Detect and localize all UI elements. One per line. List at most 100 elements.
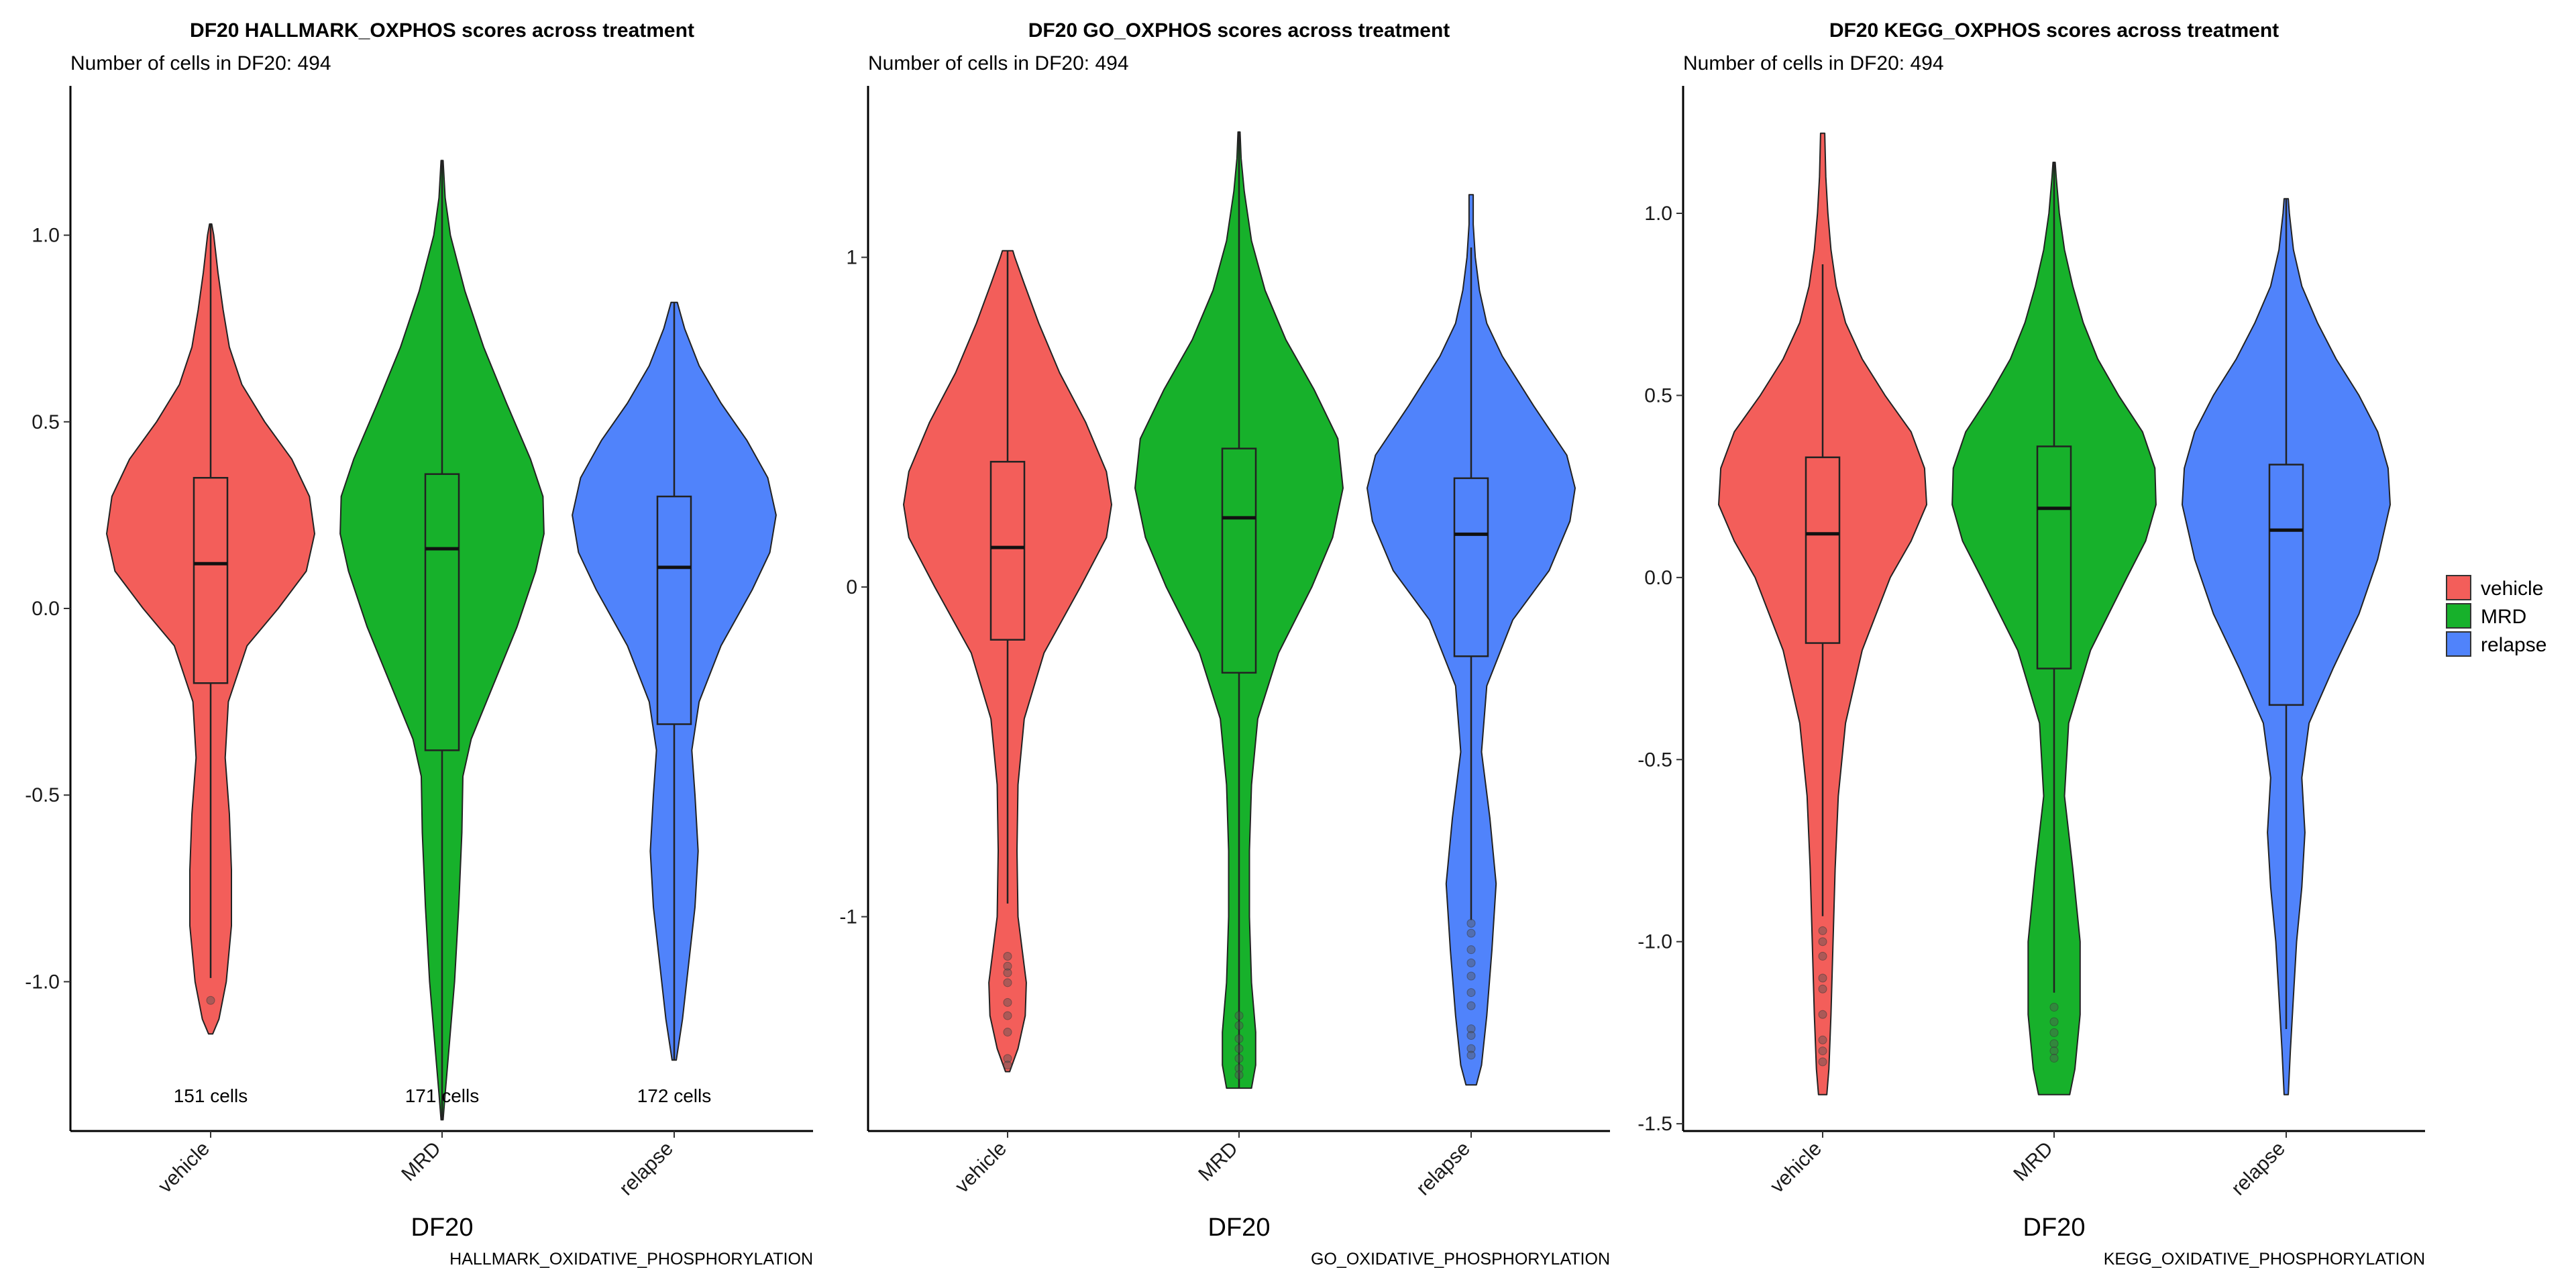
violin-relapse bbox=[572, 301, 777, 1061]
panel-title: DF20 GO_OXPHOS scores across treatment bbox=[1028, 19, 1450, 42]
outlier-point bbox=[1003, 961, 1012, 971]
outlier-point bbox=[2049, 1028, 2059, 1037]
y-tick-label: 0.0 bbox=[1644, 567, 1672, 589]
legend-key-mrd bbox=[2446, 603, 2471, 629]
panel-subtitle: Number of cells in DF20: 494 bbox=[868, 52, 1129, 74]
outlier-point bbox=[1234, 1021, 1244, 1030]
outlier-point bbox=[2049, 1039, 2059, 1049]
panel-title: DF20 HALLMARK_OXPHOS scores across treat… bbox=[190, 19, 694, 42]
boxplot-box bbox=[2268, 464, 2304, 706]
outlier-point bbox=[1234, 1064, 1244, 1073]
boxplot-box bbox=[656, 495, 692, 725]
outlier-point bbox=[1234, 1011, 1244, 1020]
outlier-point bbox=[1234, 1054, 1244, 1063]
cell-count-label: 172 cells bbox=[637, 1085, 712, 1106]
violin-vehicle bbox=[106, 223, 315, 1035]
outlier-point bbox=[2049, 1046, 2059, 1056]
violin-relapse bbox=[2182, 198, 2391, 1095]
outlier-point bbox=[2049, 1053, 2059, 1063]
outlier-point bbox=[1003, 968, 1012, 977]
panel-go: DF20 GO_OXPHOS scores across treatment N… bbox=[839, 19, 1610, 1269]
legend-label-mrd: MRD bbox=[2481, 606, 2526, 628]
legend: vehicle MRD relapse bbox=[2446, 575, 2546, 657]
cell-count-label: 171 cells bbox=[405, 1085, 480, 1106]
outlier-point bbox=[1003, 1028, 1012, 1037]
panel-subtitle: Number of cells in DF20: 494 bbox=[1683, 52, 1944, 74]
outlier-point bbox=[1466, 928, 1476, 938]
outlier-point bbox=[1003, 1054, 1012, 1063]
y-tick-label: 0.0 bbox=[32, 598, 60, 620]
panel-caption: GO_OXIDATIVE_PHOSPHORYLATION bbox=[1311, 1250, 1610, 1269]
outlier-point bbox=[1234, 1034, 1244, 1043]
y-tick-label: -0.5 bbox=[25, 784, 60, 806]
outlier-point bbox=[1234, 1070, 1244, 1079]
outlier-point bbox=[1818, 926, 1827, 935]
outlier-point bbox=[1818, 937, 1827, 947]
x-axis-title: DF20 bbox=[2023, 1214, 2086, 1242]
y-tick-label: -1.5 bbox=[1638, 1113, 1672, 1135]
boxplot-box bbox=[193, 477, 229, 684]
outlier-point bbox=[1003, 998, 1012, 1007]
outlier-point bbox=[1818, 1035, 1827, 1044]
boxplot-box bbox=[989, 461, 1026, 641]
outlier-point bbox=[1466, 1001, 1476, 1010]
y-tick-label: -1.0 bbox=[1638, 931, 1672, 953]
boxplot-box bbox=[2036, 445, 2072, 669]
outlier-point bbox=[1818, 973, 1827, 983]
outlier-point bbox=[1466, 958, 1476, 967]
outlier-point bbox=[1818, 1046, 1827, 1056]
boxplot-box bbox=[1221, 447, 1257, 674]
outlier-point bbox=[1003, 1061, 1012, 1070]
outlier-point bbox=[1818, 951, 1827, 961]
y-tick-label: 1.0 bbox=[1644, 203, 1672, 225]
outlier-point bbox=[1466, 1030, 1476, 1040]
x-axis-title: DF20 bbox=[1208, 1214, 1271, 1242]
outlier-point bbox=[1466, 1024, 1476, 1034]
y-tick-label: -1.0 bbox=[25, 971, 60, 993]
legend-key-vehicle bbox=[2446, 575, 2471, 600]
legend-label-vehicle: vehicle bbox=[2481, 578, 2543, 600]
violin-relapse bbox=[1366, 194, 1576, 1086]
outlier-point bbox=[2049, 1002, 2059, 1012]
outlier-point bbox=[1234, 1044, 1244, 1053]
violin-MRD bbox=[339, 160, 545, 1121]
outlier-point bbox=[1818, 984, 1827, 994]
y-tick-label: 0 bbox=[846, 576, 857, 598]
boxplot-box bbox=[1805, 456, 1841, 644]
outlier-point bbox=[1466, 988, 1476, 998]
outlier-point bbox=[1003, 1011, 1012, 1020]
outlier-point bbox=[2049, 1017, 2059, 1026]
y-tick-label: -1 bbox=[839, 906, 857, 928]
violin-MRD bbox=[1134, 131, 1344, 1089]
y-tick-label: 1 bbox=[846, 247, 857, 269]
violin-MRD bbox=[1951, 162, 2157, 1095]
panel-caption: HALLMARK_OXIDATIVE_PHOSPHORYLATION bbox=[449, 1250, 813, 1269]
panel-caption: KEGG_OXIDATIVE_PHOSPHORYLATION bbox=[2104, 1250, 2425, 1269]
boxplot-box bbox=[424, 473, 460, 751]
panel-hallmark: DF20 HALLMARK_OXPHOS scores across treat… bbox=[25, 19, 813, 1269]
panel-title: DF20 KEGG_OXPHOS scores across treatment bbox=[1829, 19, 2279, 42]
y-tick-label: 0.5 bbox=[1644, 384, 1672, 407]
boxplot-box bbox=[1453, 477, 1489, 657]
cell-count-label: 151 cells bbox=[174, 1085, 248, 1106]
outlier-point bbox=[1003, 952, 1012, 961]
x-axis-title: DF20 bbox=[411, 1214, 474, 1242]
legend-label-relapse: relapse bbox=[2481, 634, 2546, 656]
outlier-point bbox=[206, 996, 215, 1005]
outlier-point bbox=[1466, 1044, 1476, 1053]
y-tick-label: 1.0 bbox=[32, 225, 60, 247]
outlier-point bbox=[1003, 978, 1012, 987]
violin-vehicle bbox=[1718, 132, 1927, 1095]
outlier-point bbox=[1818, 1057, 1827, 1067]
panel-subtitle: Number of cells in DF20: 494 bbox=[70, 52, 331, 74]
outlier-point bbox=[1466, 945, 1476, 955]
y-tick-label: 0.5 bbox=[32, 411, 60, 433]
outlier-point bbox=[1466, 1051, 1476, 1060]
outlier-point bbox=[1466, 918, 1476, 928]
outlier-point bbox=[1466, 971, 1476, 981]
outlier-point bbox=[1818, 1010, 1827, 1019]
legend-key-relapse bbox=[2446, 631, 2471, 657]
